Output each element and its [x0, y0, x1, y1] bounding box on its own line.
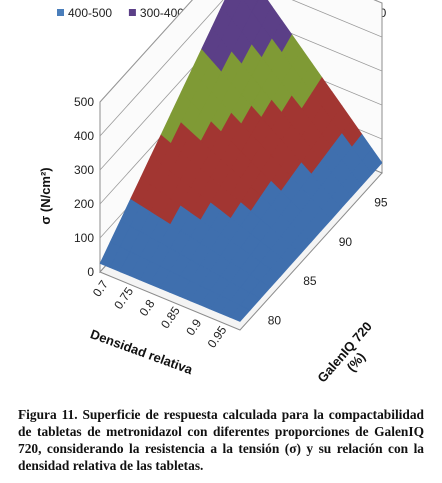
z-tick-label: 300 — [74, 163, 94, 177]
x-tick-label: 0.7 — [90, 277, 111, 299]
y-axis-title: GalenIQ 720(%) — [314, 319, 386, 395]
z-tick-label: 100 — [74, 231, 94, 245]
x-tick-label: 0.95 — [205, 323, 230, 350]
figure-caption-label: Figura 11. — [18, 407, 78, 422]
response-surface — [99, 0, 383, 322]
y-tick-label: 95 — [374, 196, 388, 210]
z-tick-label: 0 — [87, 265, 94, 279]
z-tick-label: 400 — [74, 129, 94, 143]
x-tick-label: 0.85 — [158, 304, 183, 331]
x-tick-label: 0.8 — [137, 297, 158, 319]
gridline — [99, 0, 383, 103]
z-axis-title: σ (N/cm²) — [38, 167, 53, 224]
z-tick-label: 200 — [74, 197, 94, 211]
x-tick-label: 0.75 — [111, 284, 136, 311]
legend-entry: 400-500 — [68, 6, 112, 20]
surface-patch — [229, 304, 251, 322]
gridline — [99, 0, 383, 137]
legend-swatch — [128, 9, 136, 16]
figure-caption-text: Superficie de respuesta calculada para l… — [18, 407, 424, 473]
figure-caption: Figura 11. Superficie de respuesta calcu… — [18, 406, 424, 474]
y-tick-label: 80 — [268, 313, 282, 327]
y-tick-label: 85 — [303, 274, 317, 288]
z-tick-label: 500 — [74, 95, 94, 109]
legend-swatch — [57, 9, 64, 16]
x-axis-title: Densidad relativa — [88, 326, 195, 377]
x-tick-label: 0.9 — [183, 316, 204, 338]
y-tick-label: 90 — [339, 235, 353, 249]
legend-entry: 300-400 — [140, 6, 184, 20]
